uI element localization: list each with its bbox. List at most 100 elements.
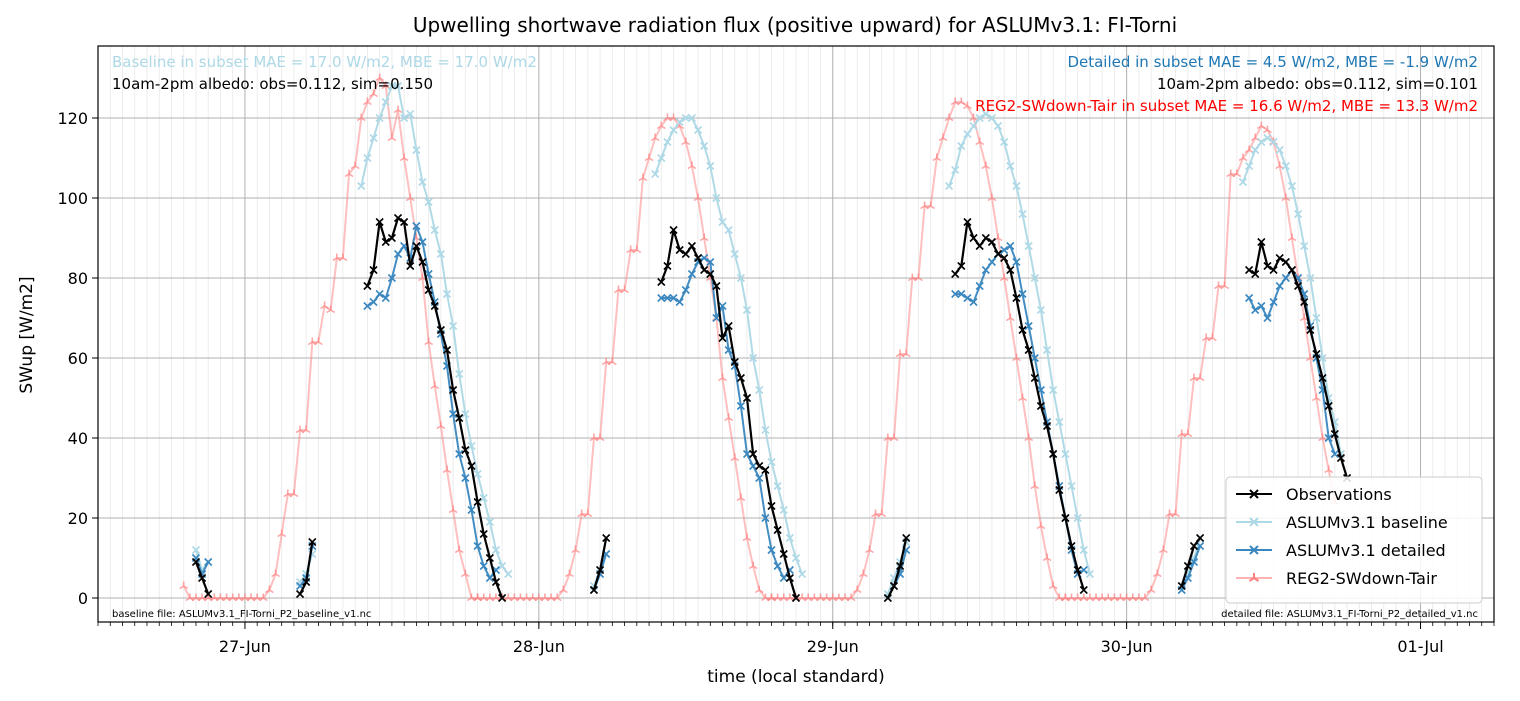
data-point-observations xyxy=(1318,373,1327,383)
legend: Observations ASLUMv3.1 baseline ASLUMv3.… xyxy=(1225,476,1483,604)
data-point-aslumv3-1-baseline xyxy=(461,409,470,419)
data-point-observations xyxy=(951,269,960,279)
data-point-aslumv3-1-detailed xyxy=(742,449,752,459)
data-point-observations xyxy=(1189,541,1199,551)
data-point-aslumv3-1-detailed xyxy=(987,257,996,267)
data-point-aslumv3-1-detailed xyxy=(1196,541,1205,551)
data-point-aslumv3-1-baseline xyxy=(1269,137,1278,147)
data-point-reg2-swdown-tair xyxy=(1158,545,1168,554)
data-point-reg2-swdown-tair xyxy=(265,585,274,594)
data-point-aslumv3-1-detailed xyxy=(1275,281,1284,291)
data-point-aslumv3-1-detailed xyxy=(1012,257,1021,267)
data-point-aslumv3-1-detailed xyxy=(473,541,482,551)
data-point-reg2-swdown-tair xyxy=(1263,125,1272,134)
data-point-observations xyxy=(1067,541,1076,551)
detailed-stats-annotation: Detailed in subset MAE = 4.5 W/m2, MBE =… xyxy=(1067,53,1478,71)
data-point-aslumv3-1-baseline xyxy=(706,161,715,171)
data-point-reg2-swdown-tair xyxy=(975,137,985,146)
data-point-aslumv3-1-baseline xyxy=(1251,145,1260,155)
data-point-reg2-swdown-tair xyxy=(754,585,764,594)
data-point-reg2-swdown-tair xyxy=(448,505,458,514)
data-point-observations xyxy=(669,225,678,235)
data-point-observations xyxy=(1257,237,1266,247)
data-point-reg2-swdown-tair xyxy=(356,113,366,122)
data-point-observations xyxy=(1079,585,1088,595)
data-point-aslumv3-1-baseline xyxy=(798,569,807,579)
data-point-reg2-swdown-tair xyxy=(889,433,899,442)
data-point-observations xyxy=(730,357,739,367)
x-axis-label: time (local standard) xyxy=(707,667,885,687)
data-point-aslumv3-1-baseline xyxy=(724,225,733,235)
data-point-reg2-swdown-tair xyxy=(1005,313,1015,322)
data-point-reg2-swdown-tair xyxy=(313,337,323,346)
data-point-reg2-swdown-tair xyxy=(258,593,268,602)
data-point-observations xyxy=(596,565,605,575)
data-point-observations xyxy=(706,269,715,279)
data-point-observations xyxy=(400,217,409,227)
data-point-observations xyxy=(406,261,415,271)
data-point-aslumv3-1-baseline xyxy=(1287,181,1297,191)
data-point-observations xyxy=(1049,449,1058,459)
y-tick-label: 100 xyxy=(57,189,88,208)
data-point-reg2-swdown-tair xyxy=(1238,153,1248,162)
data-point-reg2-swdown-tair xyxy=(1024,433,1034,442)
data-point-aslumv3-1-baseline xyxy=(773,481,782,491)
data-point-aslumv3-1-baseline xyxy=(1281,161,1290,171)
data-point-observations xyxy=(1196,533,1205,543)
legend-label-reg2: REG2-SWdown-Tair xyxy=(1286,569,1437,588)
data-point-aslumv3-1-detailed xyxy=(675,297,684,307)
data-point-observations xyxy=(308,537,317,547)
data-point-observations xyxy=(191,557,201,567)
data-point-aslumv3-1-baseline xyxy=(687,113,696,123)
data-point-reg2-swdown-tair xyxy=(1281,193,1291,202)
data-point-observations xyxy=(455,413,464,423)
data-point-reg2-swdown-tair xyxy=(1171,509,1181,518)
y-tick-label: 20 xyxy=(68,509,88,528)
data-point-aslumv3-1-detailed xyxy=(1018,289,1027,299)
data-point-aslumv3-1-baseline xyxy=(718,217,727,227)
legend-label-detailed: ASLUMv3.1 detailed xyxy=(1286,541,1446,560)
data-point-reg2-swdown-tair xyxy=(350,161,360,170)
data-point-reg2-swdown-tair xyxy=(179,581,189,590)
data-point-observations xyxy=(987,237,996,247)
data-point-reg2-swdown-tair xyxy=(405,193,415,202)
data-point-aslumv3-1-baseline xyxy=(436,249,445,259)
data-point-aslumv3-1-baseline xyxy=(767,457,776,467)
data-point-observations xyxy=(1336,453,1345,463)
data-point-observations xyxy=(1275,253,1284,263)
data-point-observations xyxy=(1312,349,1321,359)
data-point-reg2-swdown-tair xyxy=(338,253,348,262)
data-point-aslumv3-1-detailed xyxy=(687,269,696,279)
data-point-reg2-swdown-tair xyxy=(552,593,562,602)
data-point-observations xyxy=(681,249,690,259)
data-point-aslumv3-1-detailed xyxy=(706,257,715,267)
baseline-stats-annotation: Baseline in subset MAE = 17.0 W/m2, MBE … xyxy=(112,53,537,71)
data-point-observations xyxy=(883,593,892,603)
data-point-aslumv3-1-detailed xyxy=(779,573,788,583)
data-point-reg2-swdown-tair xyxy=(926,201,936,210)
data-point-reg2-swdown-tair xyxy=(393,105,403,114)
series-line-observations xyxy=(1180,537,1201,587)
data-point-observations xyxy=(693,253,703,263)
data-point-aslumv3-1-baseline xyxy=(412,145,421,155)
y-tick-label: 120 xyxy=(57,109,88,128)
data-point-reg2-swdown-tair xyxy=(1048,581,1058,590)
data-point-reg2-swdown-tair xyxy=(736,493,746,502)
data-point-reg2-swdown-tair xyxy=(644,153,654,162)
data-point-observations xyxy=(755,461,764,471)
data-point-aslumv3-1-detailed xyxy=(1245,293,1254,303)
data-point-observations xyxy=(657,277,666,287)
data-point-aslumv3-1-detailed xyxy=(1257,301,1266,311)
data-point-aslumv3-1-detailed xyxy=(963,293,972,303)
data-point-aslumv3-1-baseline xyxy=(1238,177,1248,187)
data-point-aslumv3-1-baseline xyxy=(1042,345,1052,355)
data-point-aslumv3-1-baseline xyxy=(504,569,513,579)
data-point-observations xyxy=(1306,325,1315,335)
data-point-observations xyxy=(1300,297,1309,307)
data-point-reg2-swdown-tair xyxy=(558,585,568,594)
data-point-aslumv3-1-baseline xyxy=(387,81,396,91)
legend-label-baseline: ASLUMv3.1 baseline xyxy=(1286,513,1448,532)
detailed-file-note: detailed file: ASLUMv3.1_FI-Torni_P2_det… xyxy=(1221,609,1478,620)
data-point-reg2-swdown-tair xyxy=(932,153,942,162)
